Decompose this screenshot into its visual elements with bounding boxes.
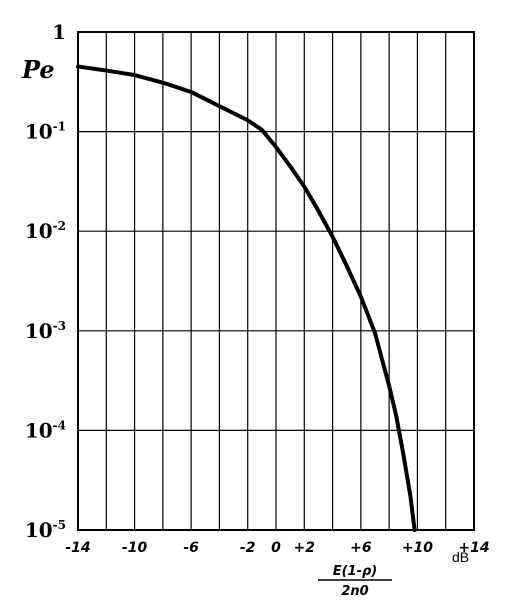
x-axis-unit: dB: [452, 549, 469, 565]
x-axis-label-numerator: E(1-ρ): [333, 564, 378, 579]
y-tick-label: 10-4: [25, 418, 66, 442]
x-tick-label: -10: [122, 540, 148, 556]
x-tick-label: -6: [183, 540, 199, 556]
y-tick-label: 1: [52, 20, 66, 44]
series-line: [76, 64, 417, 532]
y-tick-label: 10-2: [25, 219, 66, 243]
x-tick-label: +2: [294, 540, 315, 556]
y-tick-labels: 1 10-1 10-2 10-3 10-4 10-5: [25, 20, 66, 542]
plot-frame: [77, 31, 475, 531]
y-tick-label: 10-3: [25, 319, 66, 343]
x-tick-label: -14: [65, 540, 90, 556]
x-axis-label: E(1-ρ) 2n0: [318, 564, 392, 599]
x-tick-label: +6: [350, 540, 372, 556]
x-tick-label: +14: [458, 540, 489, 556]
y-axis-label: Pe: [21, 55, 55, 84]
grid: [77, 31, 475, 531]
x-tick-labels: -14 -10 -6 -2 0 +2 +6 +10 +14: [65, 540, 489, 556]
x-tick-label: 0: [271, 540, 281, 556]
y-tick-label: 10-5: [25, 518, 66, 542]
x-tick-label: +10: [402, 540, 433, 556]
x-tick-label: -2: [240, 540, 256, 556]
x-axis-label-denominator: 2n0: [341, 584, 368, 599]
y-tick-label: 10-1: [25, 120, 66, 144]
